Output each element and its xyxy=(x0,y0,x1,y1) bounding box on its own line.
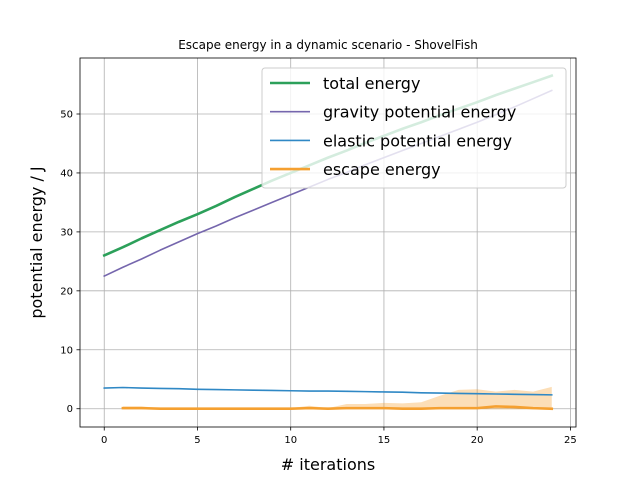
escape-energy-line xyxy=(121,405,554,411)
legend-label-escape-energy: escape energy xyxy=(323,160,441,179)
legend-label-gravity-potential-energy: gravity potential energy xyxy=(323,103,516,122)
legend-label-total-energy: total energy xyxy=(323,74,420,93)
x-tick-label: 10 xyxy=(284,435,297,446)
legend: total energy gravity potential energy elas… xyxy=(261,67,567,189)
x-tick-label: 5 xyxy=(194,435,200,446)
escape-energy-band xyxy=(122,386,552,410)
y-tick-label: 30 xyxy=(60,227,73,238)
x-axis-label: # iterations xyxy=(281,455,375,474)
y-axis-label: potential energy / J xyxy=(27,166,46,318)
x-tick-label: 15 xyxy=(378,435,391,446)
confidence-bands xyxy=(122,386,552,410)
y-tick-label: 40 xyxy=(60,168,73,179)
y-tick-label: 10 xyxy=(60,345,73,356)
elastic-potential-energy-line xyxy=(103,386,553,396)
plot-frame xyxy=(79,57,577,428)
axis-ticks: 0 5 10 15 20 25 0 10 20 30 40 50 xyxy=(60,109,577,446)
x-tick-label: 25 xyxy=(564,435,577,446)
y-tick-label: 0 xyxy=(67,404,73,415)
legend-label-elastic-potential-energy: elastic potential energy xyxy=(323,131,512,150)
legend-box xyxy=(261,67,567,189)
chart-title: Escape energy in a dynamic scenario - Sh… xyxy=(178,38,478,52)
y-tick-label: 50 xyxy=(60,109,73,120)
y-tick-label: 20 xyxy=(60,286,73,297)
x-tick-label: 20 xyxy=(471,435,484,446)
x-tick-label: 0 xyxy=(101,435,107,446)
